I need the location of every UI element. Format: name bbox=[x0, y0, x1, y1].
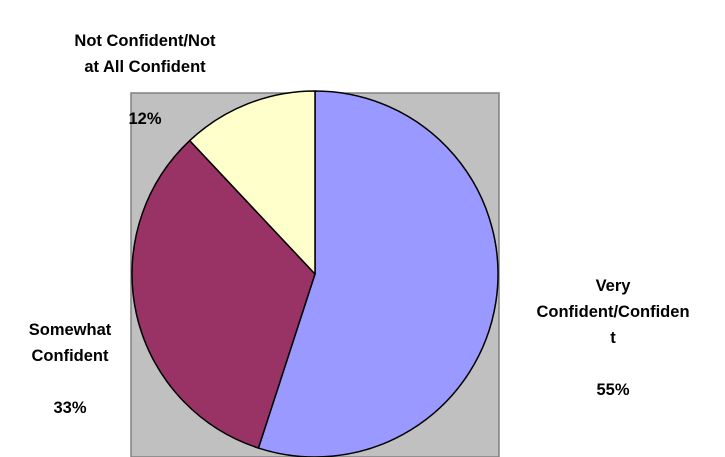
slice-label-very-confident: Very Confident/Confiden t 55% bbox=[498, 247, 725, 429]
slice-not-confident bbox=[188, 90, 316, 275]
slice-label-somewhat-confident: Somewhat Confident 33% bbox=[0, 291, 140, 447]
slice-somewhat-confident bbox=[131, 139, 316, 449]
slice-label-somewhat-confident-text: Somewhat Confident bbox=[28, 321, 112, 365]
slice-very-confident bbox=[257, 90, 499, 457]
slice-label-somewhat-confident-percent: 33% bbox=[53, 399, 87, 417]
pie-slices bbox=[131, 90, 499, 457]
slice-label-not-confident-percent: 12% bbox=[128, 110, 162, 128]
slice-label-not-confident: Not Confident/Not at All Confident 12% bbox=[25, 2, 265, 158]
slice-label-very-confident-percent: 55% bbox=[596, 381, 630, 399]
slice-label-not-confident-text: Not Confident/Not at All Confident bbox=[74, 32, 216, 76]
slice-label-very-confident-text: Very Confident/Confiden t bbox=[536, 277, 690, 347]
